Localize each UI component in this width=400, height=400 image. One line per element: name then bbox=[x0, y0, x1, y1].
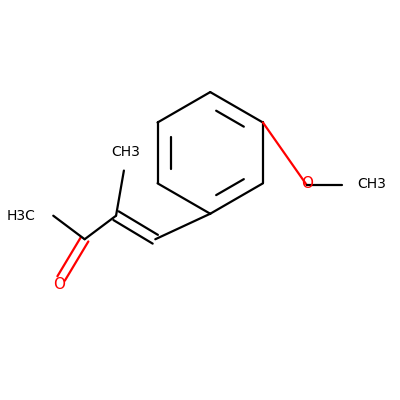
Text: CH3: CH3 bbox=[358, 176, 386, 190]
Text: O: O bbox=[53, 277, 65, 292]
Text: O: O bbox=[301, 176, 313, 191]
Text: CH3: CH3 bbox=[112, 145, 140, 159]
Text: H3C: H3C bbox=[7, 209, 36, 223]
